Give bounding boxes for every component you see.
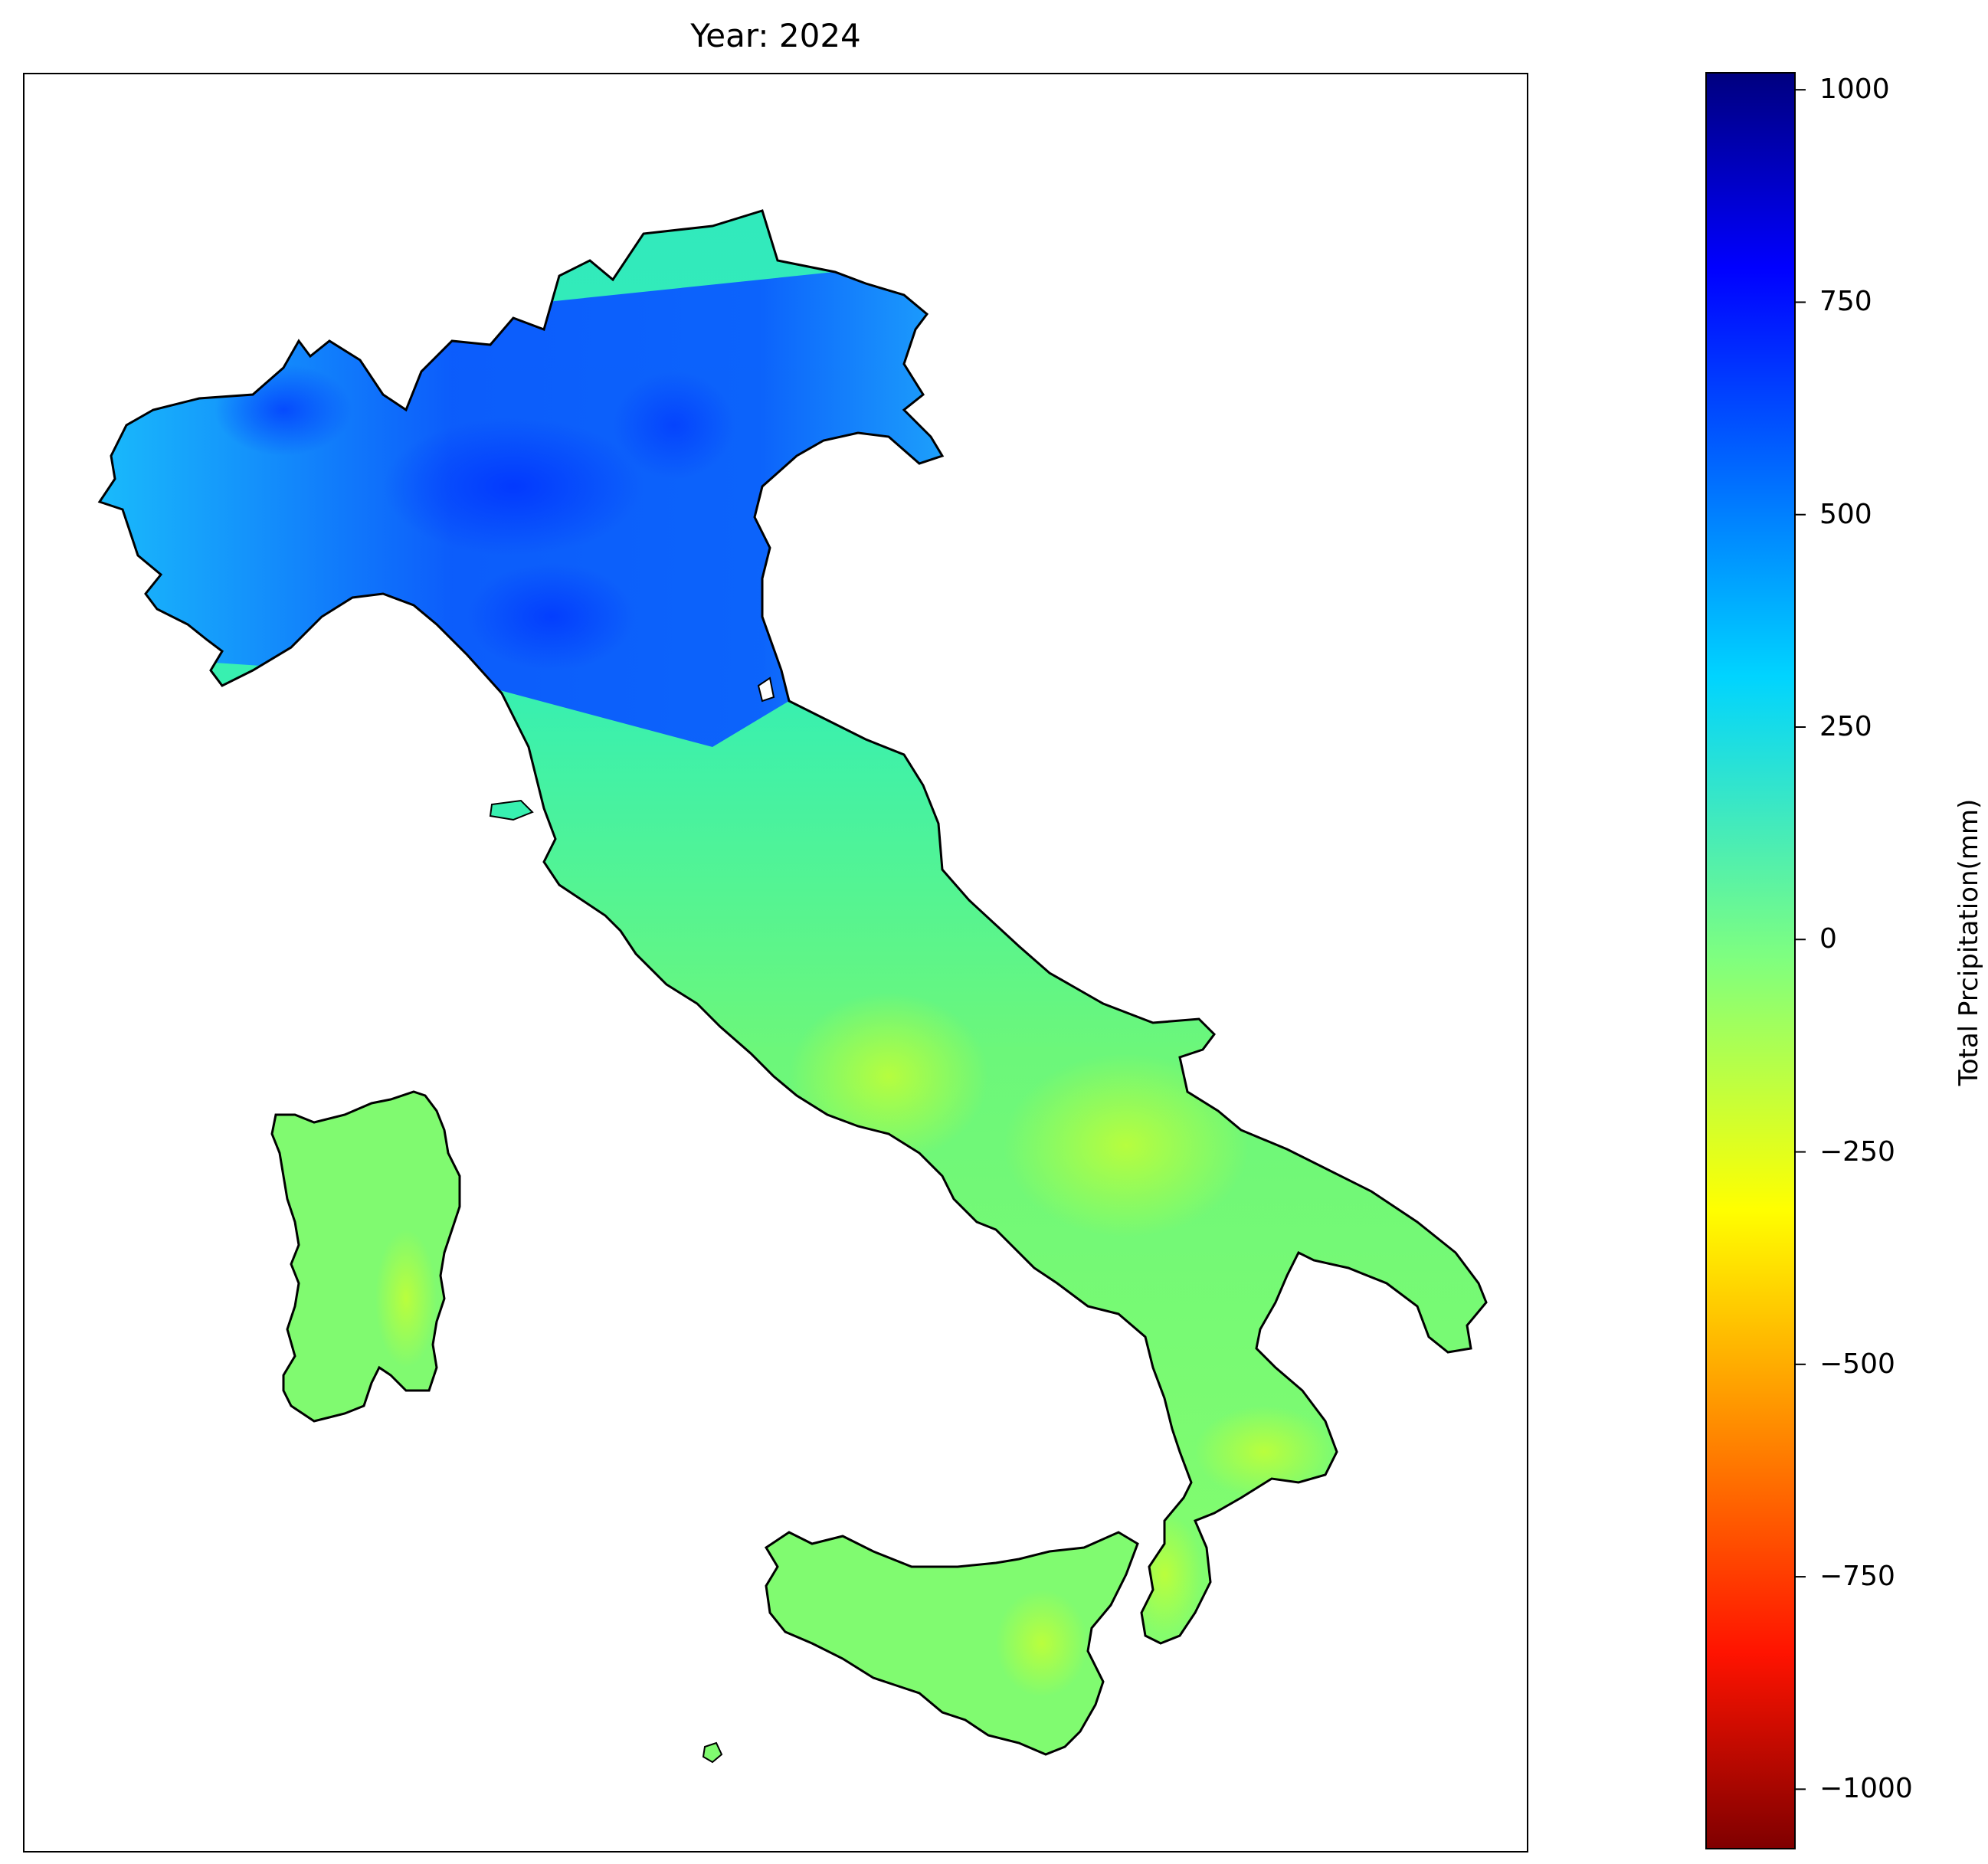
colorbar-gradient	[1705, 72, 1796, 1849]
colorbar-tick-label: −1000	[1819, 1773, 1913, 1805]
colorbar-tick-label: 500	[1819, 498, 1872, 530]
elba-island	[489, 799, 534, 821]
colorbar-tick-label: 750	[1819, 286, 1872, 318]
colorbar	[1705, 72, 1806, 1849]
sardinia	[270, 1090, 461, 1423]
colorbar-label: Total Prcipitation(mm)	[1954, 798, 1984, 1086]
colorbar-tick-label: 0	[1819, 923, 1837, 955]
lagoon-outline	[757, 676, 775, 703]
precipitation-map	[23, 73, 1528, 1853]
colorbar-tick-label: −750	[1819, 1561, 1895, 1593]
colorbar-tick-label: −250	[1819, 1135, 1895, 1168]
map-axes-frame	[23, 73, 1528, 1853]
sicily	[764, 1531, 1139, 1756]
colorbar-tick-label: 250	[1819, 711, 1872, 742]
colorbar-tick-label: −500	[1819, 1348, 1895, 1380]
map-title: Year: 2024	[690, 17, 861, 54]
colorbar-tick-label: 1000	[1819, 74, 1890, 106]
colorbar-tick-marks	[1795, 89, 1806, 1790]
map-panel	[23, 73, 1528, 1853]
pantelleria-island	[702, 1741, 723, 1764]
